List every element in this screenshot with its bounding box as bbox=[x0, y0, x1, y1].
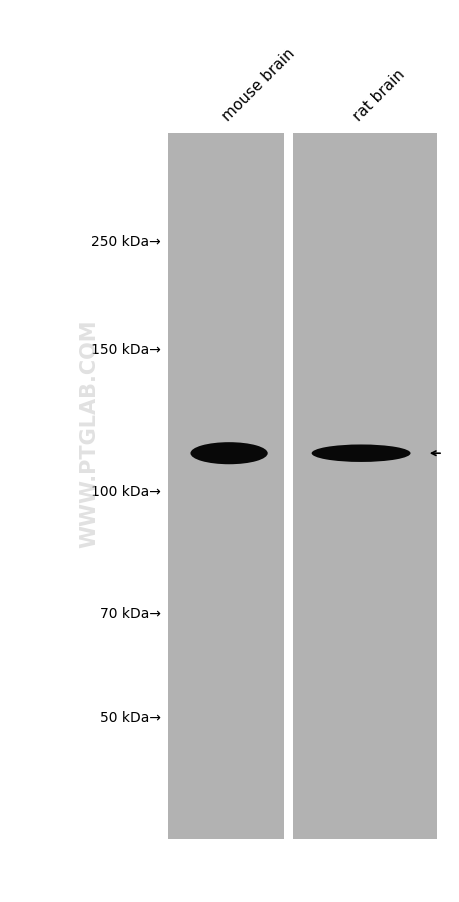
Text: rat brain: rat brain bbox=[350, 68, 407, 124]
Ellipse shape bbox=[190, 443, 267, 465]
Text: mouse brain: mouse brain bbox=[219, 46, 297, 124]
Bar bbox=[168, 133, 284, 839]
Text: 100 kDa→: 100 kDa→ bbox=[91, 484, 161, 499]
Text: 250 kDa→: 250 kDa→ bbox=[91, 235, 161, 249]
Bar bbox=[284, 133, 292, 839]
Ellipse shape bbox=[311, 445, 410, 463]
Text: 70 kDa→: 70 kDa→ bbox=[100, 606, 161, 621]
Bar bbox=[292, 133, 436, 839]
Text: WWW.PTGLAB.COM: WWW.PTGLAB.COM bbox=[79, 318, 100, 548]
Text: 50 kDa→: 50 kDa→ bbox=[100, 710, 161, 724]
Text: 150 kDa→: 150 kDa→ bbox=[91, 343, 161, 357]
